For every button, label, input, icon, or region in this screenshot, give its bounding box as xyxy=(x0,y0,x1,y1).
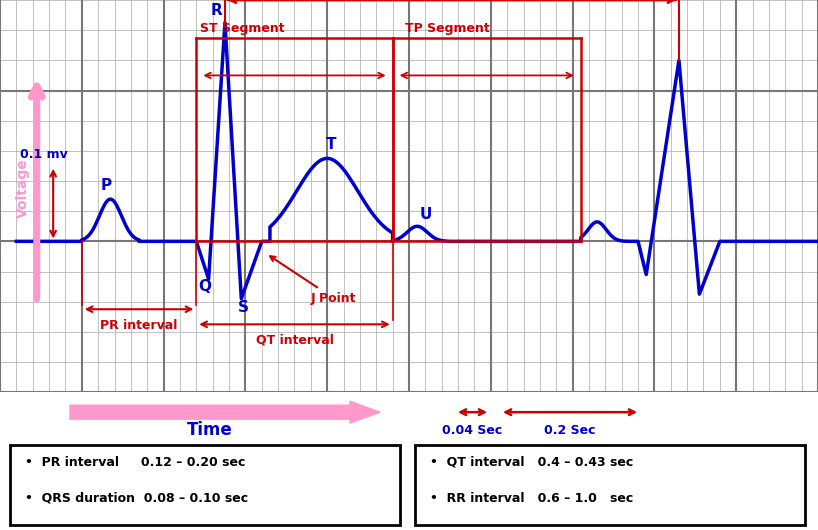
Text: 0.2 Sec: 0.2 Sec xyxy=(544,423,596,437)
Text: P: P xyxy=(101,178,112,193)
Text: ST Segment: ST Segment xyxy=(200,22,285,34)
Text: R: R xyxy=(211,3,222,18)
Text: U: U xyxy=(419,207,432,222)
Text: S: S xyxy=(238,301,249,315)
Bar xyxy=(10,445,400,525)
Text: Voltage: Voltage xyxy=(16,158,30,218)
Text: T: T xyxy=(326,137,336,152)
Text: J Point: J Point xyxy=(270,256,357,305)
FancyArrow shape xyxy=(70,401,380,423)
Bar xyxy=(415,445,805,525)
Text: •  RR interval   0.6 – 1.0   sec: • RR interval 0.6 – 1.0 sec xyxy=(430,491,633,505)
Text: TP Segment: TP Segment xyxy=(405,22,490,34)
Text: 0.1 mv: 0.1 mv xyxy=(20,148,68,162)
Text: Time: Time xyxy=(187,421,233,439)
Text: PR interval: PR interval xyxy=(101,319,178,332)
Text: QT interval: QT interval xyxy=(255,334,334,347)
Text: •  QRS duration  0.08 – 0.10 sec: • QRS duration 0.08 – 0.10 sec xyxy=(25,491,248,505)
Text: Q: Q xyxy=(198,279,211,294)
Text: •  PR interval     0.12 – 0.20 sec: • PR interval 0.12 – 0.20 sec xyxy=(25,456,245,469)
Text: •  QT interval   0.4 – 0.43 sec: • QT interval 0.4 – 0.43 sec xyxy=(430,456,633,469)
Text: 0.04 Sec: 0.04 Sec xyxy=(442,423,502,437)
